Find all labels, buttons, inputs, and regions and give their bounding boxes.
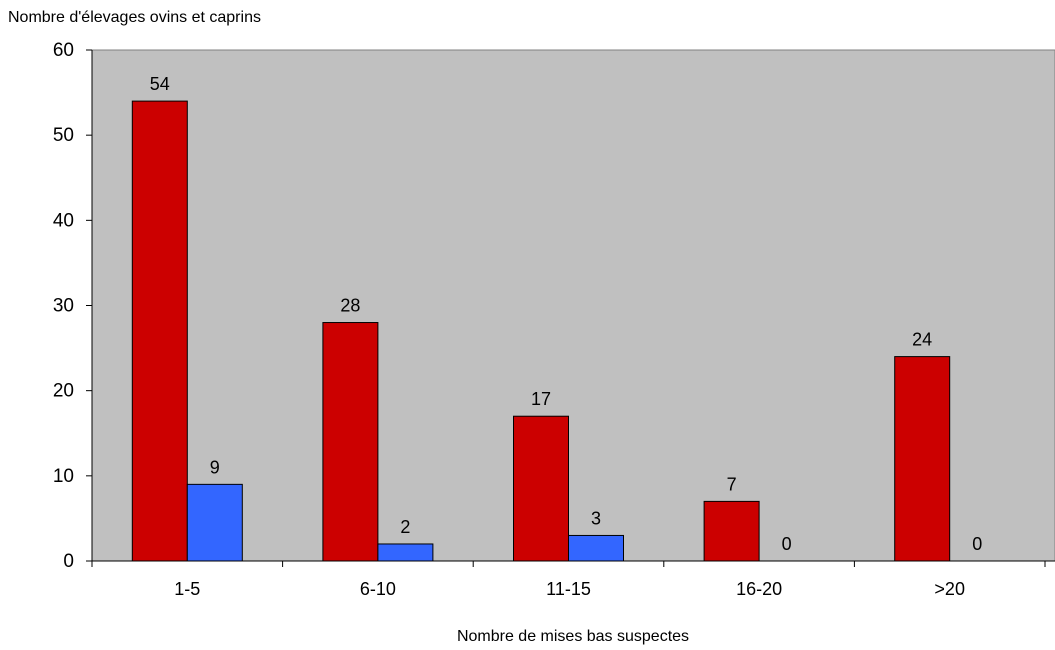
x-axis: 1-5 6-10 11-15 16-20 >20 [91, 560, 1055, 599]
x-tick-label: >20 [934, 579, 965, 599]
bar [322, 322, 379, 562]
data-label: 24 [912, 330, 932, 350]
y-axis: 0 10 20 30 40 50 60 [53, 40, 93, 572]
y-tick-label: 50 [53, 125, 74, 146]
x-tick-label: 1-5 [174, 579, 200, 599]
x-tick-label: 16-20 [736, 579, 782, 599]
data-labels-group: 54 9 28 2 17 3 7 0 24 0 [150, 74, 982, 554]
bar [377, 543, 434, 562]
y-axis-title: Nombre d'élevages ovins et caprins [8, 9, 261, 26]
y-tick-label: 40 [53, 210, 74, 231]
x-axis-title: Nombre de mises bas suspectes [457, 628, 689, 645]
bar [513, 415, 569, 562]
y-tick-label: 20 [53, 381, 74, 402]
data-label: 7 [727, 474, 737, 494]
y-tick-label: 30 [53, 296, 74, 317]
bar [894, 356, 951, 562]
data-label: 54 [150, 74, 170, 94]
x-tick-label: 6-10 [360, 579, 396, 599]
y-tick-label: 10 [53, 466, 74, 487]
data-label: 17 [531, 389, 551, 409]
data-label: 0 [972, 534, 982, 554]
data-label: 2 [400, 517, 410, 537]
y-tick-label: 0 [63, 551, 74, 572]
data-label: 0 [782, 534, 792, 554]
bar [703, 500, 760, 562]
bar [186, 483, 243, 562]
bar [568, 534, 624, 562]
data-label: 9 [210, 457, 220, 477]
data-label: 3 [591, 508, 601, 528]
x-tick-label: 11-15 [546, 579, 591, 599]
bars-group [131, 100, 951, 562]
bar [131, 100, 188, 562]
data-label: 28 [340, 296, 360, 316]
y-tick-label: 60 [53, 40, 74, 61]
